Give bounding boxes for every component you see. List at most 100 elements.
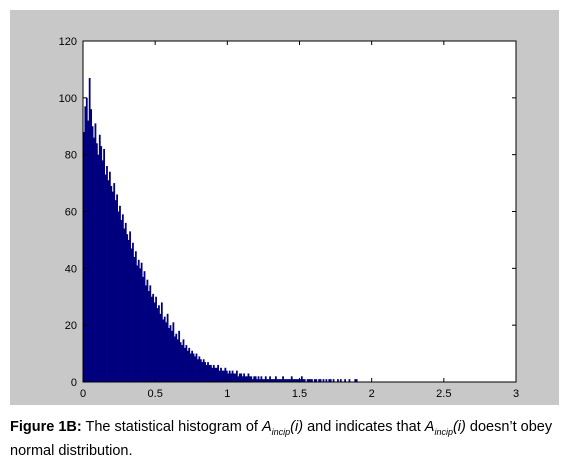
histogram-bar [129, 231, 131, 382]
y-tick-label: 120 [59, 36, 77, 48]
histogram-bar [325, 379, 328, 382]
x-tick-label: 0.5 [148, 388, 163, 400]
histogram-bar [344, 379, 347, 382]
histogram-bar [181, 345, 183, 382]
histogram-bar [283, 379, 286, 382]
histogram-bar [198, 356, 201, 382]
histogram-bar [91, 126, 94, 382]
histogram-bar [152, 293, 155, 382]
histogram-bar [88, 77, 91, 382]
histogram-bar [266, 379, 269, 382]
histogram-bar [87, 120, 90, 382]
caption-symbol: A [261, 419, 272, 435]
histogram-bar [117, 211, 120, 382]
histogram-bar [225, 370, 228, 382]
histogram-bar [250, 376, 253, 382]
caption-text-1: The statistical histogram of [81, 419, 262, 435]
histogram-bar [276, 379, 279, 382]
histogram-bar [214, 367, 217, 382]
histogram-bar [256, 379, 258, 382]
histogram-bar [354, 379, 357, 382]
histogram-bar [121, 214, 124, 382]
caption-subscript-2: incip [434, 427, 453, 437]
histogram-bar [264, 376, 267, 382]
histogram-bar [235, 370, 238, 382]
histogram-bar [311, 379, 313, 382]
histogram-bar [237, 376, 240, 382]
histogram-bar [166, 313, 169, 382]
histogram-bar [251, 379, 254, 382]
histogram-bar [240, 373, 243, 382]
histogram-bar [153, 302, 156, 382]
caption-symbol-2: A [424, 419, 435, 435]
histogram-bar [97, 154, 100, 382]
histogram-bar [253, 376, 256, 382]
histogram-bar [228, 370, 231, 382]
histogram-bar [184, 347, 186, 382]
histogram-bar [273, 379, 276, 382]
histogram-bar [134, 251, 137, 382]
histogram-bar [143, 271, 146, 382]
histogram-bar [296, 379, 299, 382]
histogram-bar [306, 379, 309, 382]
histogram-bar [286, 379, 289, 382]
histogram-bar [142, 276, 144, 382]
y-tick-label: 80 [65, 150, 77, 162]
histogram-bar [136, 265, 139, 382]
histogram-bar [217, 364, 220, 382]
caption-label: Figure 1B: [10, 419, 82, 435]
caption-subscript: incip [271, 427, 291, 437]
histogram-bar [98, 134, 101, 382]
histogram-bar [145, 285, 147, 382]
y-tick-label: 0 [71, 377, 77, 389]
histogram-bar [111, 191, 114, 382]
histogram-bar [259, 379, 261, 382]
histogram-bar [191, 350, 194, 382]
histogram-bar [309, 379, 312, 382]
histogram-bar [103, 148, 105, 382]
histogram-bar [218, 370, 221, 382]
histogram-bar [230, 373, 233, 382]
caption-text-3: doesn’t obey normal distribution. [10, 419, 553, 459]
histogram-bar [274, 376, 277, 382]
histogram-bar [280, 379, 283, 382]
histogram-bar [195, 353, 198, 382]
histogram-bar [178, 330, 181, 382]
histogram-bar [185, 345, 188, 382]
histogram-bar [269, 376, 271, 382]
y-tick-label: 60 [65, 207, 77, 219]
histogram-bar [270, 379, 273, 382]
histogram-bar [221, 370, 224, 382]
histogram-bar [90, 109, 93, 382]
histogram-bar [116, 194, 118, 382]
histogram-bar [299, 379, 302, 382]
histogram-bar [158, 305, 160, 382]
histogram-bar [293, 379, 296, 382]
histogram-bar [339, 379, 342, 382]
y-tick-label: 20 [65, 320, 77, 332]
histogram-bar [332, 379, 335, 382]
histogram-bar [192, 353, 195, 382]
histogram-bar [202, 359, 205, 382]
histogram-bar [165, 322, 168, 382]
histogram-bar [267, 379, 270, 382]
histogram-bar [315, 379, 318, 382]
x-tick-label: 2.5 [436, 388, 451, 400]
histogram-bar [113, 183, 116, 382]
histogram-bar [156, 308, 159, 382]
histogram-bar [147, 291, 150, 382]
histogram-bar [146, 279, 149, 382]
histogram-bar [298, 379, 300, 382]
histogram-bar [108, 171, 111, 382]
x-tick-label: 0 [80, 388, 86, 400]
histogram-bar [329, 379, 332, 382]
histogram-bar [127, 239, 130, 382]
histogram-bars [83, 77, 358, 383]
histogram-bar [179, 342, 182, 382]
histogram-bar [168, 328, 170, 382]
histogram-bar [260, 376, 263, 382]
histogram-bar [233, 373, 235, 382]
histogram-bar [133, 256, 136, 382]
histogram-bar [110, 185, 113, 382]
histogram-bar [223, 370, 225, 382]
